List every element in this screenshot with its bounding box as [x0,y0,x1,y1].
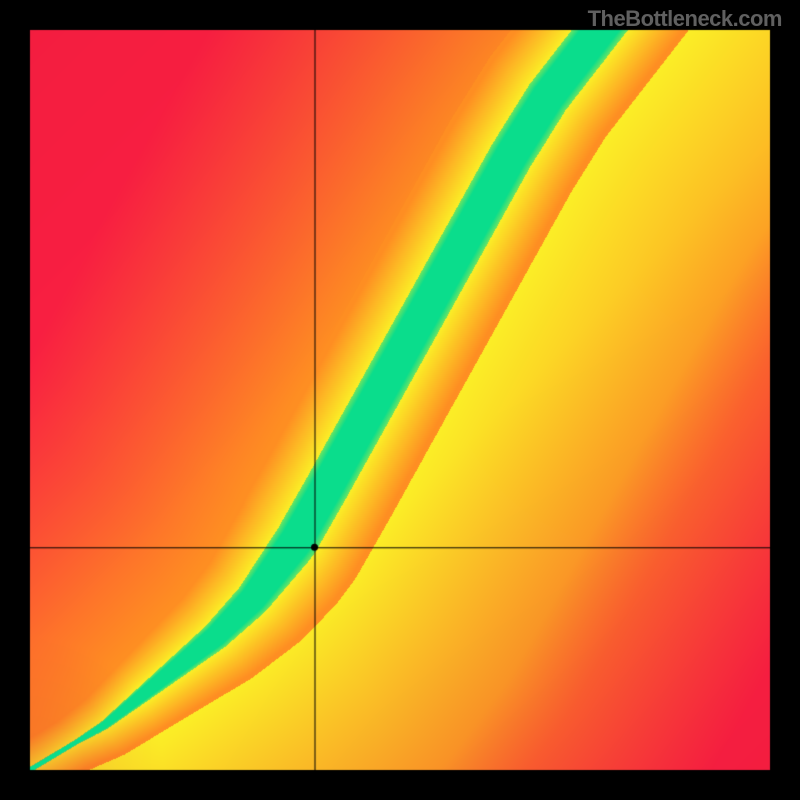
watermark-text: TheBottleneck.com [588,6,782,32]
chart-container: TheBottleneck.com [0,0,800,800]
heatmap-canvas [0,0,800,800]
